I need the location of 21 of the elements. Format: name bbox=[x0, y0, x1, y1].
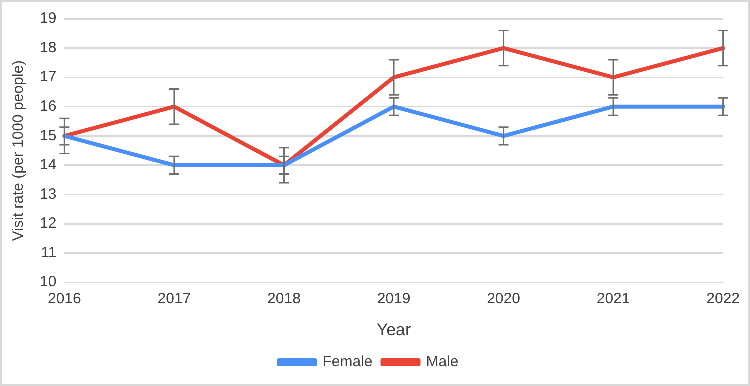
y-axis-title: Visit rate (per 1000 people) bbox=[10, 60, 28, 242]
y-tick-label: 17 bbox=[40, 68, 57, 86]
x-tick-label: 2021 bbox=[596, 290, 630, 308]
y-tick-label: 16 bbox=[40, 98, 57, 116]
x-tick-label: 2018 bbox=[268, 290, 301, 308]
x-tick-label: 2019 bbox=[377, 290, 411, 308]
x-tick-label: 2016 bbox=[48, 290, 82, 308]
y-tick-label: 19 bbox=[40, 10, 57, 28]
x-axis-title: Year bbox=[376, 320, 412, 340]
y-tick-label: 14 bbox=[40, 156, 57, 174]
y-tick-label: 13 bbox=[40, 186, 57, 203]
y-tick-label: 15 bbox=[40, 127, 57, 144]
y-tick-label: 10 bbox=[40, 274, 57, 291]
y-tick-label: 18 bbox=[40, 39, 57, 56]
x-tick-label: 2020 bbox=[487, 290, 520, 308]
x-tick-label: 2022 bbox=[706, 290, 740, 308]
y-tick-label: 11 bbox=[41, 244, 57, 262]
legend-label: Male bbox=[426, 354, 459, 371]
x-tick-label: 2017 bbox=[158, 290, 192, 308]
legend-label: Female bbox=[322, 354, 373, 371]
y-tick-label: 12 bbox=[40, 215, 57, 232]
